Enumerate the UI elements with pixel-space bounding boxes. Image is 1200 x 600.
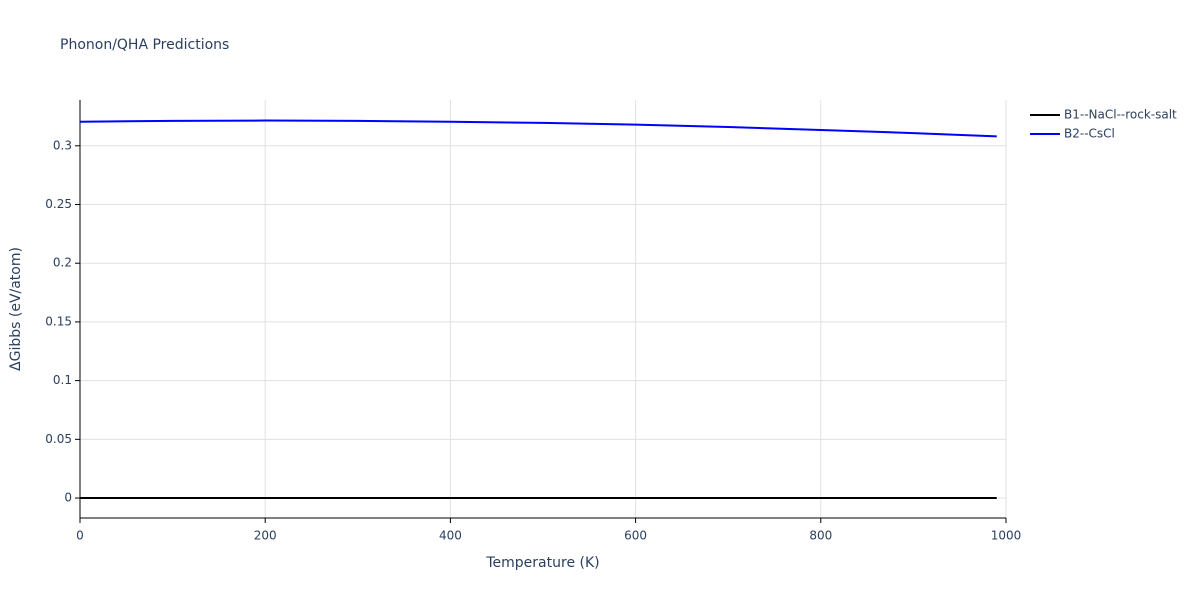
x-tick-label: 1000: [991, 529, 1022, 543]
y-tick-label: 0.2: [53, 256, 72, 270]
x-tick-label: 200: [254, 529, 277, 543]
y-tick-label: 0.1: [53, 373, 72, 387]
legend-label: B2--CsCl: [1064, 127, 1115, 141]
x-tick-label: 0: [76, 529, 84, 543]
x-tick-label: 600: [624, 529, 647, 543]
x-tick-label: 800: [809, 529, 832, 543]
line-series: [79, 119, 997, 138]
y-tick-label: 0.05: [45, 432, 72, 446]
y-tick-label: 0: [64, 491, 72, 505]
x-tick-label: 400: [439, 529, 462, 543]
y-tick-label: 0.15: [45, 314, 72, 328]
chart-title: Phonon/QHA Predictions: [60, 37, 229, 53]
x-axis-title: Temperature (K): [485, 555, 599, 571]
y-tick-label: 0.3: [53, 138, 72, 152]
y-axis-title: ΔGibbs (eV/atom): [8, 247, 24, 371]
legend-label: B1--NaCl--rock-salt: [1064, 108, 1177, 122]
y-tick-label: 0.25: [45, 197, 72, 211]
